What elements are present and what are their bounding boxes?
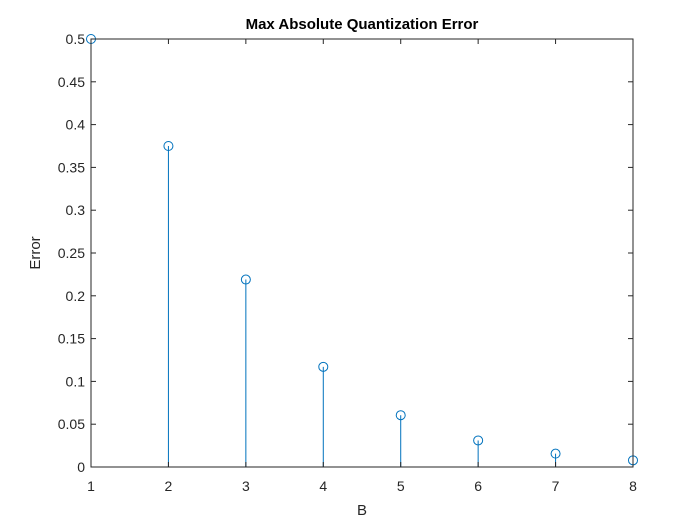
y-ticks: 0 0.05 0.1 0.15 0.2 0.25 0.3 0.35 0.4 0.45 0.5 xyxy=(58,31,633,475)
x-tick-label: 3 xyxy=(242,478,250,494)
stem-marker xyxy=(240,274,251,285)
x-tick-label: 6 xyxy=(474,478,482,494)
y-tick-label: 0.4 xyxy=(66,117,86,133)
x-tick-label: 4 xyxy=(319,478,327,494)
y-tick-label: 0 xyxy=(77,459,85,475)
x-tick-label: 8 xyxy=(629,478,637,494)
y-axis-label: Error xyxy=(27,236,44,269)
stem-marker xyxy=(550,448,561,459)
y-tick-label: 0.5 xyxy=(66,31,86,47)
x-tick-label: 5 xyxy=(397,478,405,494)
y-tick-label: 0.15 xyxy=(58,331,85,347)
x-ticks: 1 2 3 4 5 6 7 8 xyxy=(87,39,637,494)
x-tick-label: 2 xyxy=(165,478,173,494)
stem-marker xyxy=(473,435,484,446)
y-tick-label: 0.2 xyxy=(66,288,86,304)
chart-title: Max Absolute Quantization Error xyxy=(246,16,479,33)
plot-area xyxy=(91,39,633,467)
y-tick-label: 0.25 xyxy=(58,245,85,261)
stem-marker xyxy=(395,410,406,421)
stem-marker xyxy=(163,141,174,151)
y-tick-label: 0.1 xyxy=(66,373,86,389)
y-tick-label: 0.35 xyxy=(58,159,85,175)
x-axis-label: B xyxy=(357,502,367,519)
y-tick-label: 0.05 xyxy=(58,416,85,432)
y-tick-label: 0.45 xyxy=(58,74,85,90)
stem-marker xyxy=(318,361,329,372)
y-tick-label: 0.3 xyxy=(66,202,86,218)
x-tick-label: 1 xyxy=(87,478,95,494)
x-tick-label: 7 xyxy=(552,478,560,494)
